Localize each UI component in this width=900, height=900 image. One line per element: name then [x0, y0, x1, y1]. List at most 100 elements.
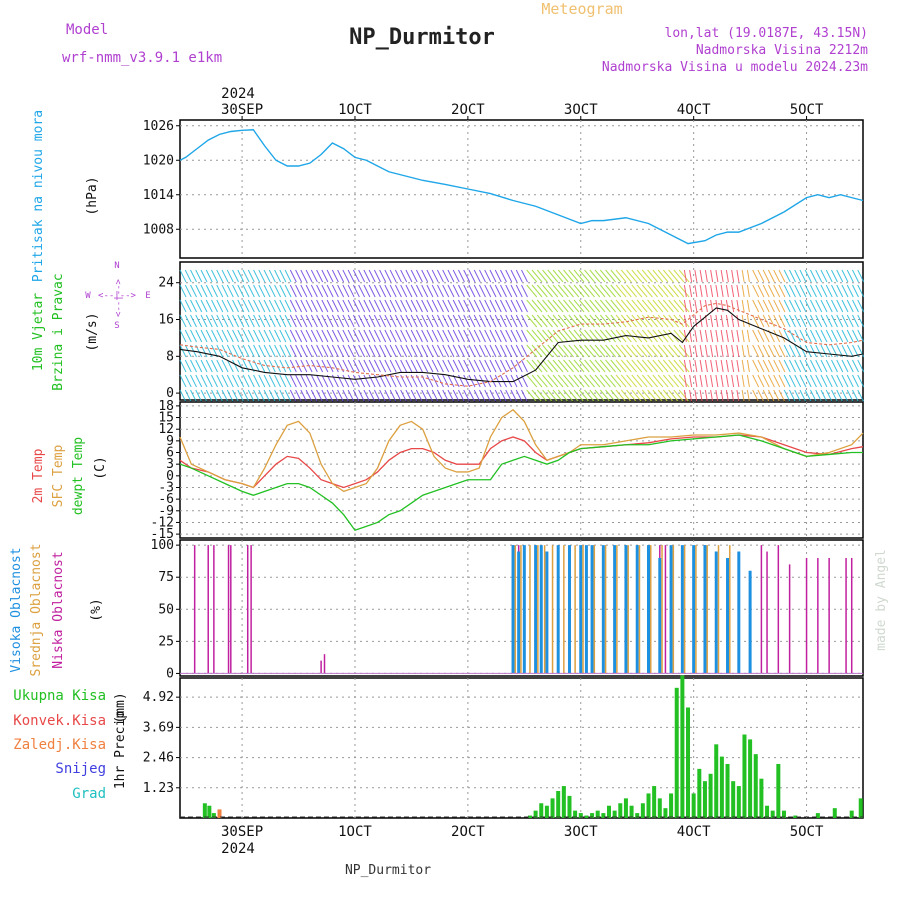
wind-barb: [662, 344, 674, 358]
wind-barb: [237, 374, 245, 388]
wind-barb: [479, 344, 486, 358]
wind-barb: [253, 299, 261, 313]
wind-barb: [584, 314, 595, 328]
wind-barb: [689, 344, 693, 358]
wind-barb: [767, 374, 775, 388]
wind-barb: [289, 299, 297, 313]
precip-bar: [742, 734, 747, 818]
wind-barb: [352, 299, 360, 313]
wind-barb: [305, 374, 313, 388]
panel-frame: [179, 119, 864, 259]
wind-barb: [326, 269, 334, 283]
wind-barb: [542, 299, 553, 313]
wind-barb: [694, 269, 698, 283]
wind-barb: [310, 344, 318, 358]
wind-barb: [289, 389, 297, 403]
wind-barb: [605, 299, 616, 313]
wind-barb: [515, 389, 523, 403]
wind-barb: [184, 299, 192, 313]
wind-barb: [337, 284, 345, 298]
wind-barb: [636, 299, 648, 313]
wind-gust-line: [179, 302, 864, 387]
wind-barb: [216, 299, 224, 313]
wind-barb: [720, 314, 724, 328]
wind-barb: [741, 374, 745, 388]
wind-barb: [263, 299, 271, 313]
wind-barb: [831, 284, 838, 298]
panel-frame: [179, 677, 864, 819]
wind-barb: [526, 299, 538, 313]
wind-barb: [652, 284, 664, 298]
wind-barb: [531, 299, 543, 313]
model-elevation-text: Nadmorska Visina u modelu 2024.23m: [602, 60, 868, 75]
wind-barb: [384, 284, 392, 298]
wind-barb: [799, 389, 807, 403]
wind-barb: [331, 344, 339, 358]
wind-barb: [279, 284, 287, 298]
wind-barb: [431, 284, 439, 298]
wind-barb: [841, 269, 849, 283]
wind-barb: [242, 329, 250, 343]
wind-barb: [326, 344, 334, 358]
pressure-unit: (hPa): [85, 176, 100, 215]
wind-barb: [678, 284, 690, 298]
wind-barb: [447, 344, 455, 358]
wind-barb: [279, 359, 287, 373]
wind-barb: [752, 329, 760, 343]
wind-barb: [694, 314, 698, 328]
wind-barb: [689, 299, 693, 313]
wind-barb: [279, 299, 287, 313]
wind-barb: [484, 299, 492, 313]
wind-barb: [773, 299, 781, 313]
wind-barb: [678, 314, 690, 328]
bottom-year: 2024: [221, 841, 255, 857]
wind-barb: [857, 374, 865, 388]
y-tick-label: 9: [166, 434, 174, 449]
wind-barb: [783, 269, 791, 283]
wind-barb: [384, 389, 392, 403]
wind-barb: [373, 344, 381, 358]
wind-barb: [405, 269, 413, 283]
wind-barb: [274, 284, 282, 298]
wind-barb: [410, 314, 418, 328]
wind-barb: [295, 329, 303, 343]
wind-barb: [852, 329, 859, 343]
temp-sfc-temp-line: [179, 408, 864, 493]
wind-barb: [436, 299, 444, 313]
wind-barbs: [179, 269, 865, 403]
wind-barb: [458, 329, 465, 343]
wind-barb: [578, 314, 590, 328]
wind-barb: [347, 389, 355, 403]
wind-barb: [573, 359, 585, 373]
wind-barb: [479, 299, 486, 313]
wind-barb: [725, 374, 729, 388]
wind-barb: [678, 329, 690, 343]
wind-barb: [442, 329, 450, 343]
wind-barb: [715, 359, 719, 373]
wind-barb: [731, 389, 735, 403]
wind-barb: [673, 344, 685, 358]
wind-barb: [820, 269, 828, 283]
wind-barb: [410, 389, 418, 403]
wind-barb: [804, 329, 812, 343]
wind-barb: [484, 269, 492, 283]
wind-barb: [825, 269, 833, 283]
wind-barb: [542, 374, 553, 388]
precip-bar: [533, 810, 538, 818]
wind-barb: [447, 269, 455, 283]
wind-barb: [494, 329, 502, 343]
wind-barb: [631, 284, 643, 298]
wind-barb: [715, 299, 719, 313]
wind-barb: [347, 269, 355, 283]
wind-barb: [783, 344, 791, 358]
wind-barb: [521, 269, 528, 283]
wind-barb: [479, 359, 486, 373]
wind-barb: [211, 359, 218, 373]
wind-barb: [494, 314, 502, 328]
wind-barb: [494, 284, 502, 298]
wind-barb: [237, 329, 245, 343]
wind-barb: [799, 374, 807, 388]
wind-barb: [794, 299, 802, 313]
wind-barb: [253, 329, 261, 343]
y-tick-label: 18: [158, 399, 174, 414]
